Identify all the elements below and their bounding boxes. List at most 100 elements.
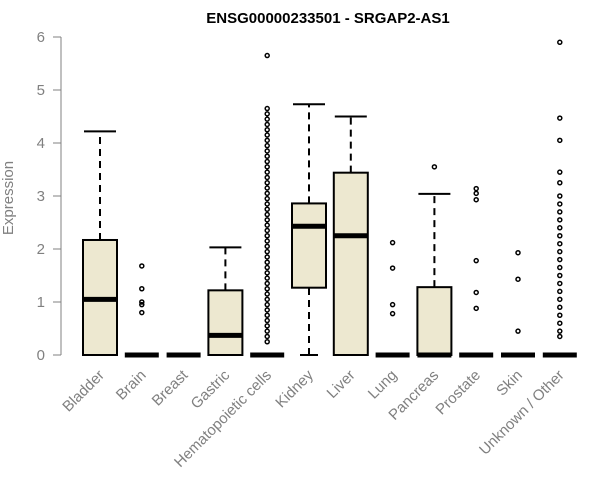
outlier-point	[139, 299, 145, 305]
box-pancreas	[416, 164, 453, 358]
box-lung	[375, 239, 410, 358]
outlier-point	[557, 256, 563, 263]
outlier-point	[264, 180, 270, 186]
outlier-point	[264, 243, 270, 250]
outlier-point	[139, 309, 145, 316]
x-tick-label: Kidney	[272, 366, 317, 411]
x-tick-label: Skin	[493, 367, 526, 400]
outlier-point	[264, 105, 270, 112]
outlier-point	[264, 164, 270, 170]
outlier-point	[264, 323, 270, 329]
x-tick-label: Bladder	[59, 367, 108, 416]
box-kidney	[291, 103, 327, 356]
outlier-point	[473, 190, 479, 197]
outlier-point	[557, 180, 563, 186]
outlier-point	[473, 257, 479, 264]
x-tick-label: Breast	[149, 366, 192, 409]
outlier-point	[389, 301, 396, 308]
outlier-point	[264, 254, 270, 260]
box-skin	[501, 249, 535, 358]
y-tick-label: 4	[37, 135, 45, 152]
x-tick-label: Lung	[365, 367, 401, 403]
outlier-point	[557, 248, 563, 255]
outlier-point	[389, 265, 396, 271]
outlier-point	[264, 174, 270, 181]
outlier-point	[557, 328, 563, 334]
outlier-point	[557, 320, 563, 326]
box-brain	[124, 263, 159, 358]
outlier-point	[557, 115, 563, 121]
outlier-point	[139, 286, 145, 292]
outlier-point	[473, 305, 479, 312]
outlier-point	[264, 259, 270, 265]
outlier-point	[264, 111, 270, 117]
x-tick-label: Prostate	[432, 367, 484, 419]
outlier-point	[557, 169, 563, 175]
outlier-point	[389, 239, 396, 246]
outlier-point	[264, 195, 270, 202]
y-tick-label: 2	[37, 241, 45, 258]
outlier-point	[264, 116, 270, 122]
y-axis: 0 1 2 3 4 5 6	[37, 29, 62, 364]
outlier-point	[557, 280, 563, 287]
outlier-point	[473, 196, 479, 203]
outlier-point	[139, 263, 145, 269]
outlier-point	[264, 132, 270, 138]
outlier-point	[389, 310, 396, 317]
outlier-point	[139, 301, 145, 308]
outlier-point	[557, 193, 563, 199]
outlier-point	[264, 280, 270, 287]
outlier-point	[264, 185, 270, 191]
boxes-group	[82, 39, 577, 358]
outlier-point	[264, 317, 270, 324]
outlier-point	[264, 121, 270, 128]
box-body	[207, 289, 244, 356]
outlier-point	[264, 248, 270, 255]
box-body	[291, 202, 327, 289]
outlier-point	[264, 275, 270, 281]
box-liver	[332, 115, 369, 356]
outlier-point	[557, 296, 563, 303]
outlier-point	[264, 201, 270, 207]
y-axis-label: Expression	[0, 161, 17, 235]
box-gastric	[207, 246, 244, 356]
outlier-point	[264, 238, 270, 244]
outlier-point	[264, 217, 270, 223]
outlier-point	[557, 240, 563, 247]
box-unknown-other	[542, 39, 577, 358]
outlier-point	[264, 270, 270, 276]
outlier-point	[264, 333, 270, 340]
outlier-point	[557, 272, 563, 279]
box-hematopoietic-cells	[250, 52, 285, 358]
outlier-point	[264, 206, 270, 212]
y-tick-label: 6	[37, 29, 45, 46]
outlier-point	[264, 148, 270, 154]
outlier-point	[557, 304, 563, 311]
outlier-point	[557, 333, 563, 340]
outlier-point	[557, 209, 563, 215]
outlier-point	[557, 217, 563, 223]
outlier-point	[264, 312, 270, 318]
outlier-point	[515, 328, 521, 334]
outlier-point	[264, 158, 270, 165]
outlier-point	[557, 201, 563, 207]
outlier-point	[264, 169, 270, 175]
outlier-point	[264, 301, 270, 308]
y-tick-label: 5	[37, 82, 45, 99]
outlier-point	[264, 307, 270, 313]
outlier-point	[473, 185, 479, 192]
y-tick-label: 3	[37, 188, 45, 205]
box-bladder	[82, 130, 118, 357]
outlier-point	[264, 264, 270, 271]
outlier-point	[264, 227, 270, 234]
outlier-point	[557, 225, 563, 231]
x-tick-label: Liver	[324, 367, 359, 402]
outlier-point	[264, 296, 270, 303]
outlier-point	[557, 264, 563, 271]
outlier-point	[431, 164, 438, 170]
outlier-point	[264, 153, 270, 159]
outlier-point	[264, 211, 270, 218]
outlier-point	[264, 291, 270, 297]
